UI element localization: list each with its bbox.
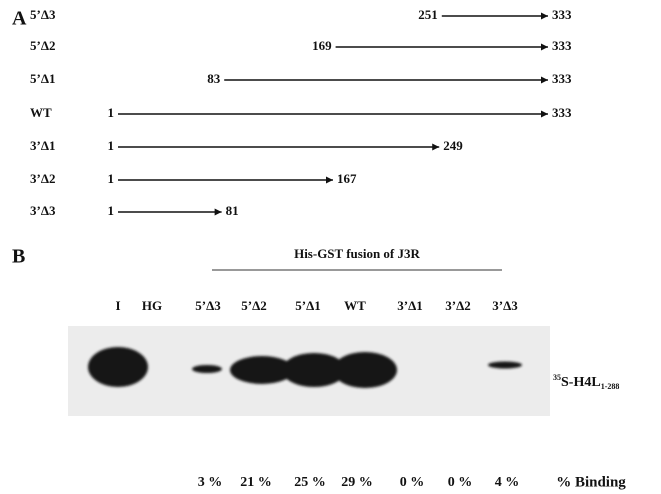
start-residue: 1 — [108, 138, 115, 153]
end-residue: 333 — [552, 105, 572, 120]
probe-label: 35S-H4L1-288 — [553, 373, 619, 391]
page: { "panel_a": { "letter": "A", "construct… — [0, 0, 661, 494]
start-residue: 251 — [418, 7, 438, 22]
start-residue: 1 — [108, 203, 115, 218]
construct-label: 3’Δ3 — [30, 203, 56, 218]
lane-label: 3’Δ2 — [445, 298, 470, 313]
probe-sub: 1-288 — [601, 382, 620, 391]
end-residue: 333 — [552, 38, 572, 53]
start-residue: 1 — [108, 171, 115, 186]
lane-label: 5’Δ3 — [195, 298, 221, 313]
start-residue: 83 — [207, 71, 221, 86]
band — [88, 347, 148, 387]
lane-label: I — [115, 298, 120, 313]
panel-letter: B — [12, 246, 25, 268]
binding-values: 3 % 21 % 25 % 29 % 0 % 0 % 4 % — [198, 475, 520, 490]
end-residue: 249 — [443, 138, 463, 153]
construct-label: WT — [30, 105, 52, 120]
binding-value: 0 % — [448, 475, 473, 490]
construct-label: 5’Δ3 — [30, 7, 56, 22]
binding-value: 4 % — [495, 475, 520, 490]
lane-label: 3’Δ3 — [492, 298, 518, 313]
construct-label: 5’Δ2 — [30, 38, 55, 53]
end-residue: 333 — [552, 71, 572, 86]
band — [333, 352, 397, 388]
lane-label: 3’Δ1 — [397, 298, 422, 313]
binding-value: 29 % — [341, 475, 373, 490]
band — [488, 362, 522, 369]
lane-label: HG — [142, 298, 162, 313]
start-residue: 169 — [312, 38, 332, 53]
binding-value: 25 % — [294, 475, 326, 490]
lane-label: 5’Δ2 — [241, 298, 266, 313]
construct-label: 5’Δ1 — [30, 71, 55, 86]
end-residue: 167 — [337, 171, 357, 186]
panel-letter: A — [12, 8, 27, 30]
start-residue: 1 — [108, 105, 115, 120]
end-residue: 333 — [552, 7, 572, 22]
construct-label: 3’Δ1 — [30, 138, 55, 153]
lane-label: WT — [344, 298, 366, 313]
fusion-header: His-GST fusion of J3R — [294, 246, 420, 261]
probe-main: S-H4L — [561, 375, 601, 390]
lane-label: 5’Δ1 — [295, 298, 320, 313]
end-residue: 81 — [226, 203, 239, 218]
lane-labels: I HG 5’Δ3 5’Δ2 5’Δ1 WT 3’Δ1 3’Δ2 3’Δ3 — [115, 298, 518, 313]
band — [192, 365, 222, 373]
probe-sup: 35 — [553, 373, 561, 382]
construct-map: 5’Δ3 251 333 5’Δ2 169 333 5’Δ1 83 333 WT 1 333 3’Δ1 1… — [30, 7, 572, 218]
construct-label: 3’Δ2 — [30, 171, 55, 186]
binding-value: 3 % — [198, 475, 223, 490]
figure: A 5’Δ3 251 333 5’Δ2 169 333 5’Δ1 83 333 WT 1 333 3’Δ… — [0, 0, 661, 494]
binding-value: 0 % — [400, 475, 425, 490]
binding-label: % Binding — [556, 474, 626, 490]
binding-value: 21 % — [240, 475, 272, 490]
